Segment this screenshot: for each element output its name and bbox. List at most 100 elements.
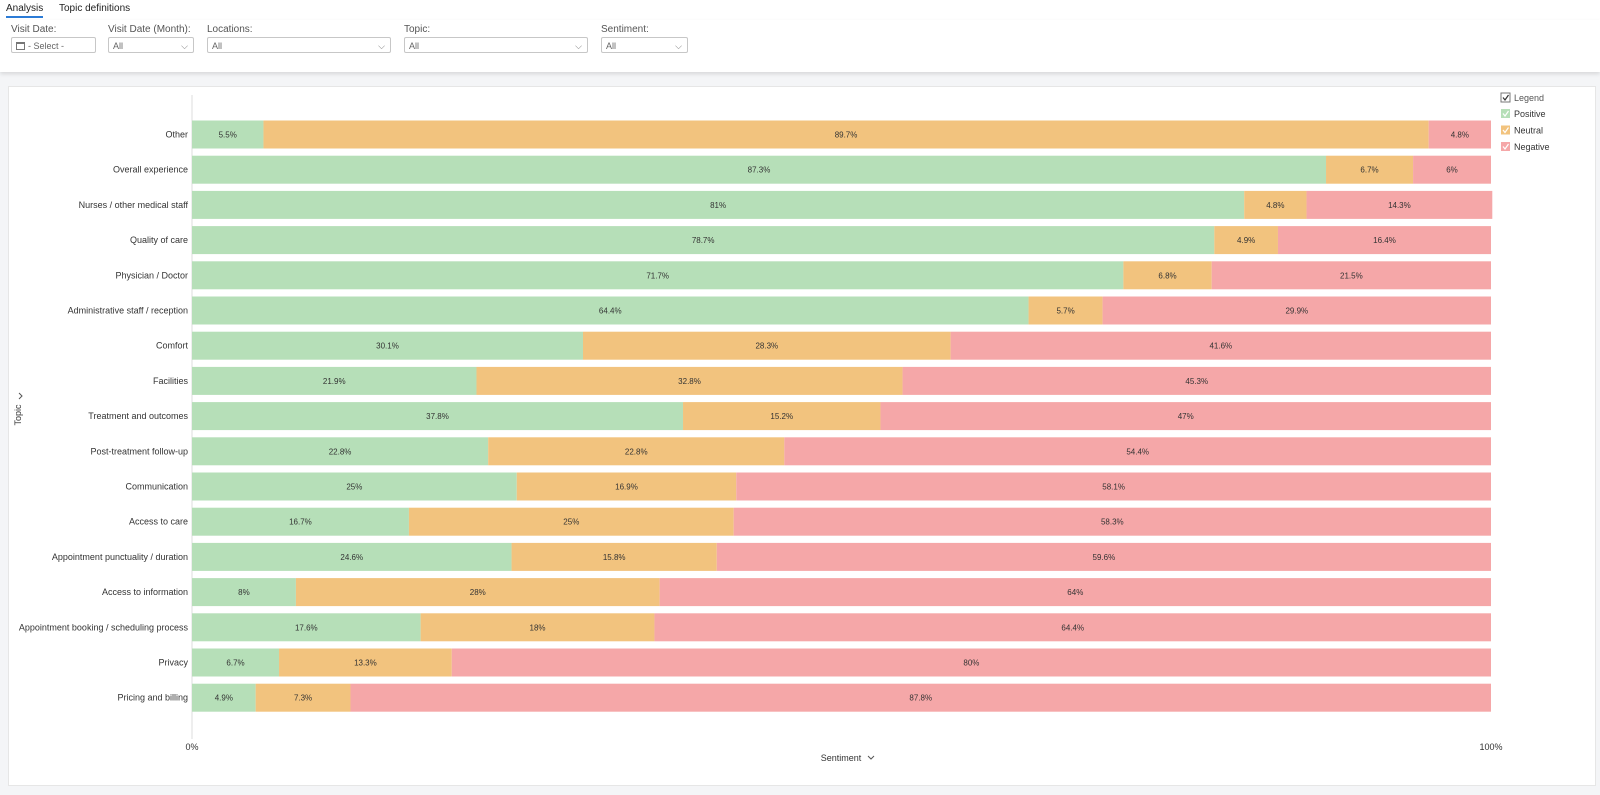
calendar-icon	[16, 42, 25, 50]
bar-segment-positive[interactable]	[192, 683, 256, 712]
visit-month-select[interactable]: All ⌵	[108, 37, 194, 53]
bar-segment-neutral[interactable]	[1244, 190, 1307, 219]
bar-segment-negative[interactable]	[1277, 226, 1491, 255]
data-label: 64.4%	[1061, 623, 1084, 632]
data-label: 59.6%	[1093, 553, 1116, 562]
bar-segment-positive[interactable]	[192, 648, 280, 677]
bar-segment-positive[interactable]	[192, 613, 421, 642]
bar-segment-positive[interactable]	[192, 226, 1215, 255]
y-tick-label: Administrative staff / reception	[68, 306, 188, 316]
bar-segment-positive[interactable]	[192, 331, 583, 360]
bar-segment-negative[interactable]	[1102, 296, 1491, 325]
legend-label[interactable]: Positive	[1514, 109, 1546, 119]
data-label: 17.6%	[295, 623, 318, 632]
sentiment-select[interactable]: All ⌵	[601, 37, 688, 53]
legend-label[interactable]: Neutral	[1514, 126, 1543, 136]
bar-segment-negative[interactable]	[784, 437, 1491, 466]
bar-segment-positive[interactable]	[192, 261, 1124, 290]
chevron-down-icon: ⌵	[378, 41, 385, 51]
bar-segment-negative[interactable]	[736, 472, 1491, 501]
data-label: 64.4%	[599, 307, 622, 316]
data-label: 14.3%	[1388, 201, 1411, 210]
bar-segment-negative[interactable]	[654, 613, 1491, 642]
data-label: 18%	[530, 623, 546, 632]
legend-swatch-positive[interactable]	[1501, 109, 1510, 118]
bar-segment-neutral[interactable]	[1028, 296, 1103, 325]
bar-segment-positive[interactable]	[192, 120, 264, 149]
data-label: 4.8%	[1266, 201, 1284, 210]
bar-segment-negative[interactable]	[1428, 120, 1491, 149]
bar-segment-positive[interactable]	[192, 155, 1327, 184]
data-label: 30.1%	[376, 342, 399, 351]
chevron-right-icon[interactable]	[18, 392, 23, 400]
bar-segment-positive[interactable]	[192, 437, 489, 466]
bar-segment-negative[interactable]	[659, 578, 1491, 607]
check-icon	[1502, 110, 1509, 118]
filter-visit-month: Visit Date (Month): All ⌵	[108, 24, 194, 53]
bar-segment-neutral[interactable]	[516, 472, 737, 501]
bar-segment-neutral[interactable]	[1326, 155, 1414, 184]
bar-segment-neutral[interactable]	[1214, 226, 1278, 255]
check-icon	[1502, 127, 1509, 134]
bar-segment-neutral[interactable]	[420, 613, 655, 642]
filter-locations: Locations: All ⌵	[207, 24, 391, 53]
bar-segment-neutral[interactable]	[255, 683, 351, 712]
bar-segment-neutral[interactable]	[476, 366, 903, 395]
chevron-down-icon: ⌵	[575, 41, 582, 51]
legend-swatch-negative[interactable]	[1501, 142, 1510, 151]
bar-segment-positive[interactable]	[192, 296, 1029, 325]
bar-segment-positive[interactable]	[192, 507, 409, 536]
bar-segment-negative[interactable]	[1211, 261, 1491, 290]
bar-segment-neutral[interactable]	[279, 648, 452, 677]
y-tick-label: Pricing and billing	[117, 693, 188, 703]
y-tick-label: Facilities	[153, 376, 189, 386]
bar-segment-neutral[interactable]	[1123, 261, 1212, 290]
locations-select[interactable]: All ⌵	[207, 37, 391, 53]
topic-select[interactable]: All ⌵	[404, 37, 588, 53]
bar-segment-neutral[interactable]	[295, 578, 660, 607]
bar-segment-neutral[interactable]	[488, 437, 785, 466]
data-label: 47%	[1178, 412, 1194, 421]
data-label: 21.5%	[1340, 271, 1363, 280]
x-axis-title[interactable]: Sentiment	[821, 753, 862, 763]
data-label: 21.9%	[323, 377, 346, 386]
data-label: 15.8%	[603, 553, 626, 562]
tab-topic-definitions[interactable]: Topic definitions	[59, 3, 131, 14]
bar-segment-positive[interactable]	[192, 578, 296, 607]
y-tick-label: Access to care	[129, 517, 188, 527]
visit-date-picker[interactable]: - Select -	[11, 37, 96, 53]
data-label: 45.3%	[1185, 377, 1208, 386]
bar-segment-positive[interactable]	[192, 190, 1245, 219]
bar-segment-negative[interactable]	[451, 648, 1491, 677]
bar-segment-negative[interactable]	[1413, 155, 1491, 184]
data-label: 87.8%	[909, 694, 932, 703]
bar-segment-neutral[interactable]	[408, 507, 734, 536]
filter-label: Locations:	[207, 24, 253, 35]
bar-segment-neutral[interactable]	[511, 542, 717, 571]
legend-swatch-neutral[interactable]	[1501, 125, 1510, 135]
bar-segment-neutral[interactable]	[263, 120, 1429, 149]
bar-segment-negative[interactable]	[902, 366, 1491, 395]
bar-segment-negative[interactable]	[1306, 190, 1493, 219]
bar-segment-negative[interactable]	[716, 542, 1491, 571]
bar-segment-negative[interactable]	[880, 402, 1491, 431]
legend-toggle-checkbox[interactable]	[1500, 92, 1511, 103]
bar-segment-positive[interactable]	[192, 542, 512, 571]
bar-segment-positive[interactable]	[192, 366, 477, 395]
legend-label[interactable]: Negative	[1514, 142, 1550, 152]
y-axis-title[interactable]: Topic	[13, 404, 23, 426]
data-label: 41.6%	[1209, 342, 1232, 351]
bar-segment-neutral[interactable]	[683, 402, 881, 431]
bar-segment-negative[interactable]	[350, 683, 1491, 712]
chart-panel: Other 5.5% 89.7% 4.8% Overall experience 87.3…	[8, 86, 1596, 786]
y-tick-label: Treatment and outcomes	[88, 411, 188, 421]
bar-segment-negative[interactable]	[733, 507, 1491, 536]
bar-segment-negative[interactable]	[950, 331, 1491, 360]
chevron-down-icon[interactable]	[867, 755, 875, 760]
data-label: 89.7%	[835, 131, 858, 140]
tab-analysis[interactable]: Analysis	[6, 3, 44, 18]
bar-segment-positive[interactable]	[192, 472, 517, 501]
data-label: 5.5%	[219, 131, 237, 140]
bar-segment-neutral[interactable]	[582, 331, 951, 360]
bar-segment-positive[interactable]	[192, 402, 684, 431]
